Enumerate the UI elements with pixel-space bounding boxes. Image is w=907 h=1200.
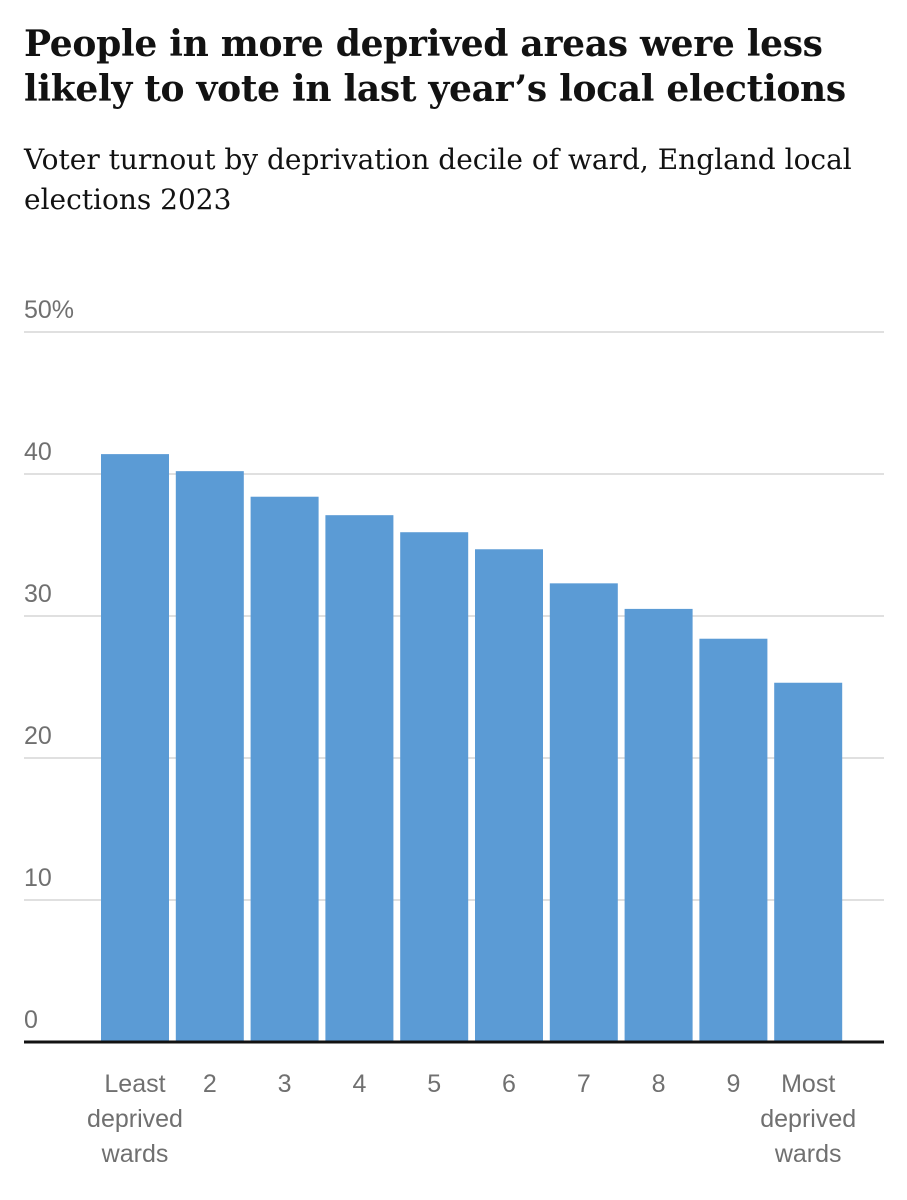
y-tick-label: 40 — [24, 438, 52, 466]
y-tick-label: 30 — [24, 580, 52, 608]
y-tick-label: 0 — [24, 1006, 38, 1034]
x-tick-label: 9 — [726, 1070, 740, 1098]
x-tick-label: 3 — [278, 1070, 292, 1098]
x-tick-label: 5 — [427, 1070, 441, 1098]
bar — [549, 583, 618, 1042]
x-axis-category-labels: Least deprived wards 2 3 4 5 6 7 8 9 Most deprived wa… — [87, 1070, 856, 1168]
y-tick-label: 10 — [24, 864, 52, 892]
x-tick-label: 4 — [352, 1070, 366, 1098]
y-axis-tick-labels: 0 10 20 30 40 50% — [24, 296, 74, 1034]
x-tick-label: Least deprived wards — [87, 1070, 183, 1168]
x-tick-label: 8 — [652, 1070, 666, 1098]
y-tick-label: 50% — [24, 296, 74, 324]
bar — [400, 532, 469, 1042]
y-tick-label: 20 — [24, 722, 52, 750]
bars — [101, 454, 843, 1043]
x-tick-label: 7 — [577, 1070, 591, 1098]
x-tick-label: 6 — [502, 1070, 516, 1098]
bar — [101, 454, 169, 1042]
bar — [175, 471, 244, 1042]
x-tick-label: 2 — [203, 1070, 217, 1098]
chart-subtitle: Voter turnout by deprivation decile of w… — [24, 143, 852, 216]
bar — [250, 496, 319, 1043]
bar — [624, 608, 693, 1042]
bar — [325, 515, 394, 1042]
bar — [475, 549, 543, 1042]
bar — [699, 638, 768, 1042]
x-tick-label: Most deprived wards — [760, 1070, 856, 1168]
chart-title: People in more deprived areas were less … — [24, 23, 846, 110]
bar — [774, 682, 843, 1042]
